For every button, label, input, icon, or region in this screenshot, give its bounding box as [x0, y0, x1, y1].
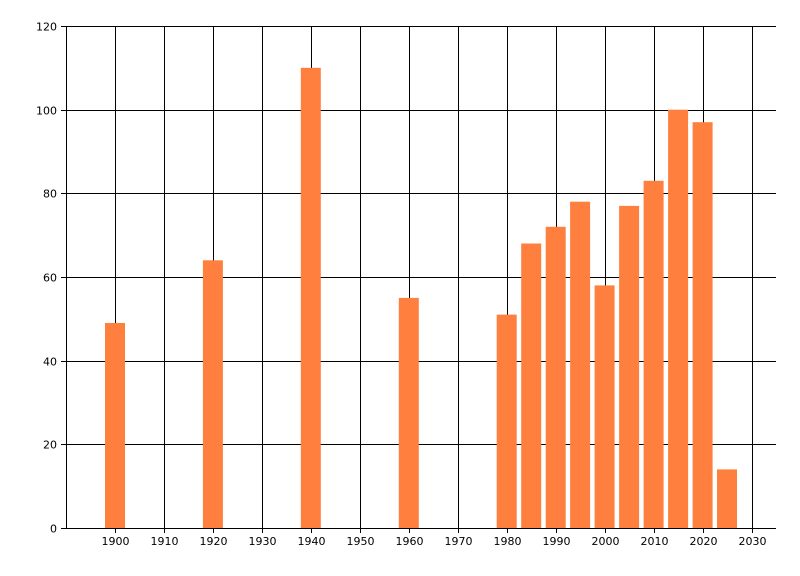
x-tick-label: 1900: [102, 535, 130, 548]
bar: [105, 323, 125, 528]
bar: [545, 226, 566, 529]
y-tick-label: 0: [50, 523, 57, 536]
axes: [66, 26, 776, 529]
y-tick-label: 120: [36, 21, 57, 34]
bar: [668, 109, 689, 528]
x-tick-label: 1970: [445, 535, 473, 548]
x-tick-label: 2000: [592, 535, 620, 548]
x-tick-label: 1920: [200, 535, 228, 548]
y-axis-ticks: 0 20 40 60 80 100 120: [36, 21, 66, 536]
x-tick-label: 2010: [641, 535, 669, 548]
x-tick-label: 1940: [298, 535, 326, 548]
y-tick-label: 100: [36, 105, 57, 118]
bar: [496, 314, 517, 528]
x-axis-ticks: 1900 1910 1920 1930 1940 1950 1960 1970 1980 1990…: [102, 528, 767, 548]
y-tick-label: 20: [43, 439, 57, 452]
x-tick-label: 1990: [543, 535, 571, 548]
x-tick-label: 1980: [494, 535, 522, 548]
x-tick-label: 1950: [347, 535, 375, 548]
x-tick-label: 1960: [396, 535, 424, 548]
bar: [202, 260, 223, 528]
y-tick-label: 60: [43, 272, 57, 285]
x-tick-label: 1930: [249, 535, 277, 548]
x-tick-label: 1910: [151, 535, 179, 548]
x-tick-label: 2020: [690, 535, 718, 548]
x-tick-label: 2030: [739, 535, 767, 548]
bar: [570, 201, 591, 528]
bar: [619, 205, 640, 528]
bar: [300, 67, 321, 529]
bar: [717, 469, 737, 528]
y-tick-label: 80: [43, 188, 57, 201]
bar: [692, 122, 713, 528]
y-tick-label: 40: [43, 356, 57, 369]
bar: [594, 285, 615, 528]
bar: [643, 180, 664, 529]
bars: [105, 67, 737, 529]
bar: [521, 243, 542, 528]
bar: [398, 297, 419, 528]
